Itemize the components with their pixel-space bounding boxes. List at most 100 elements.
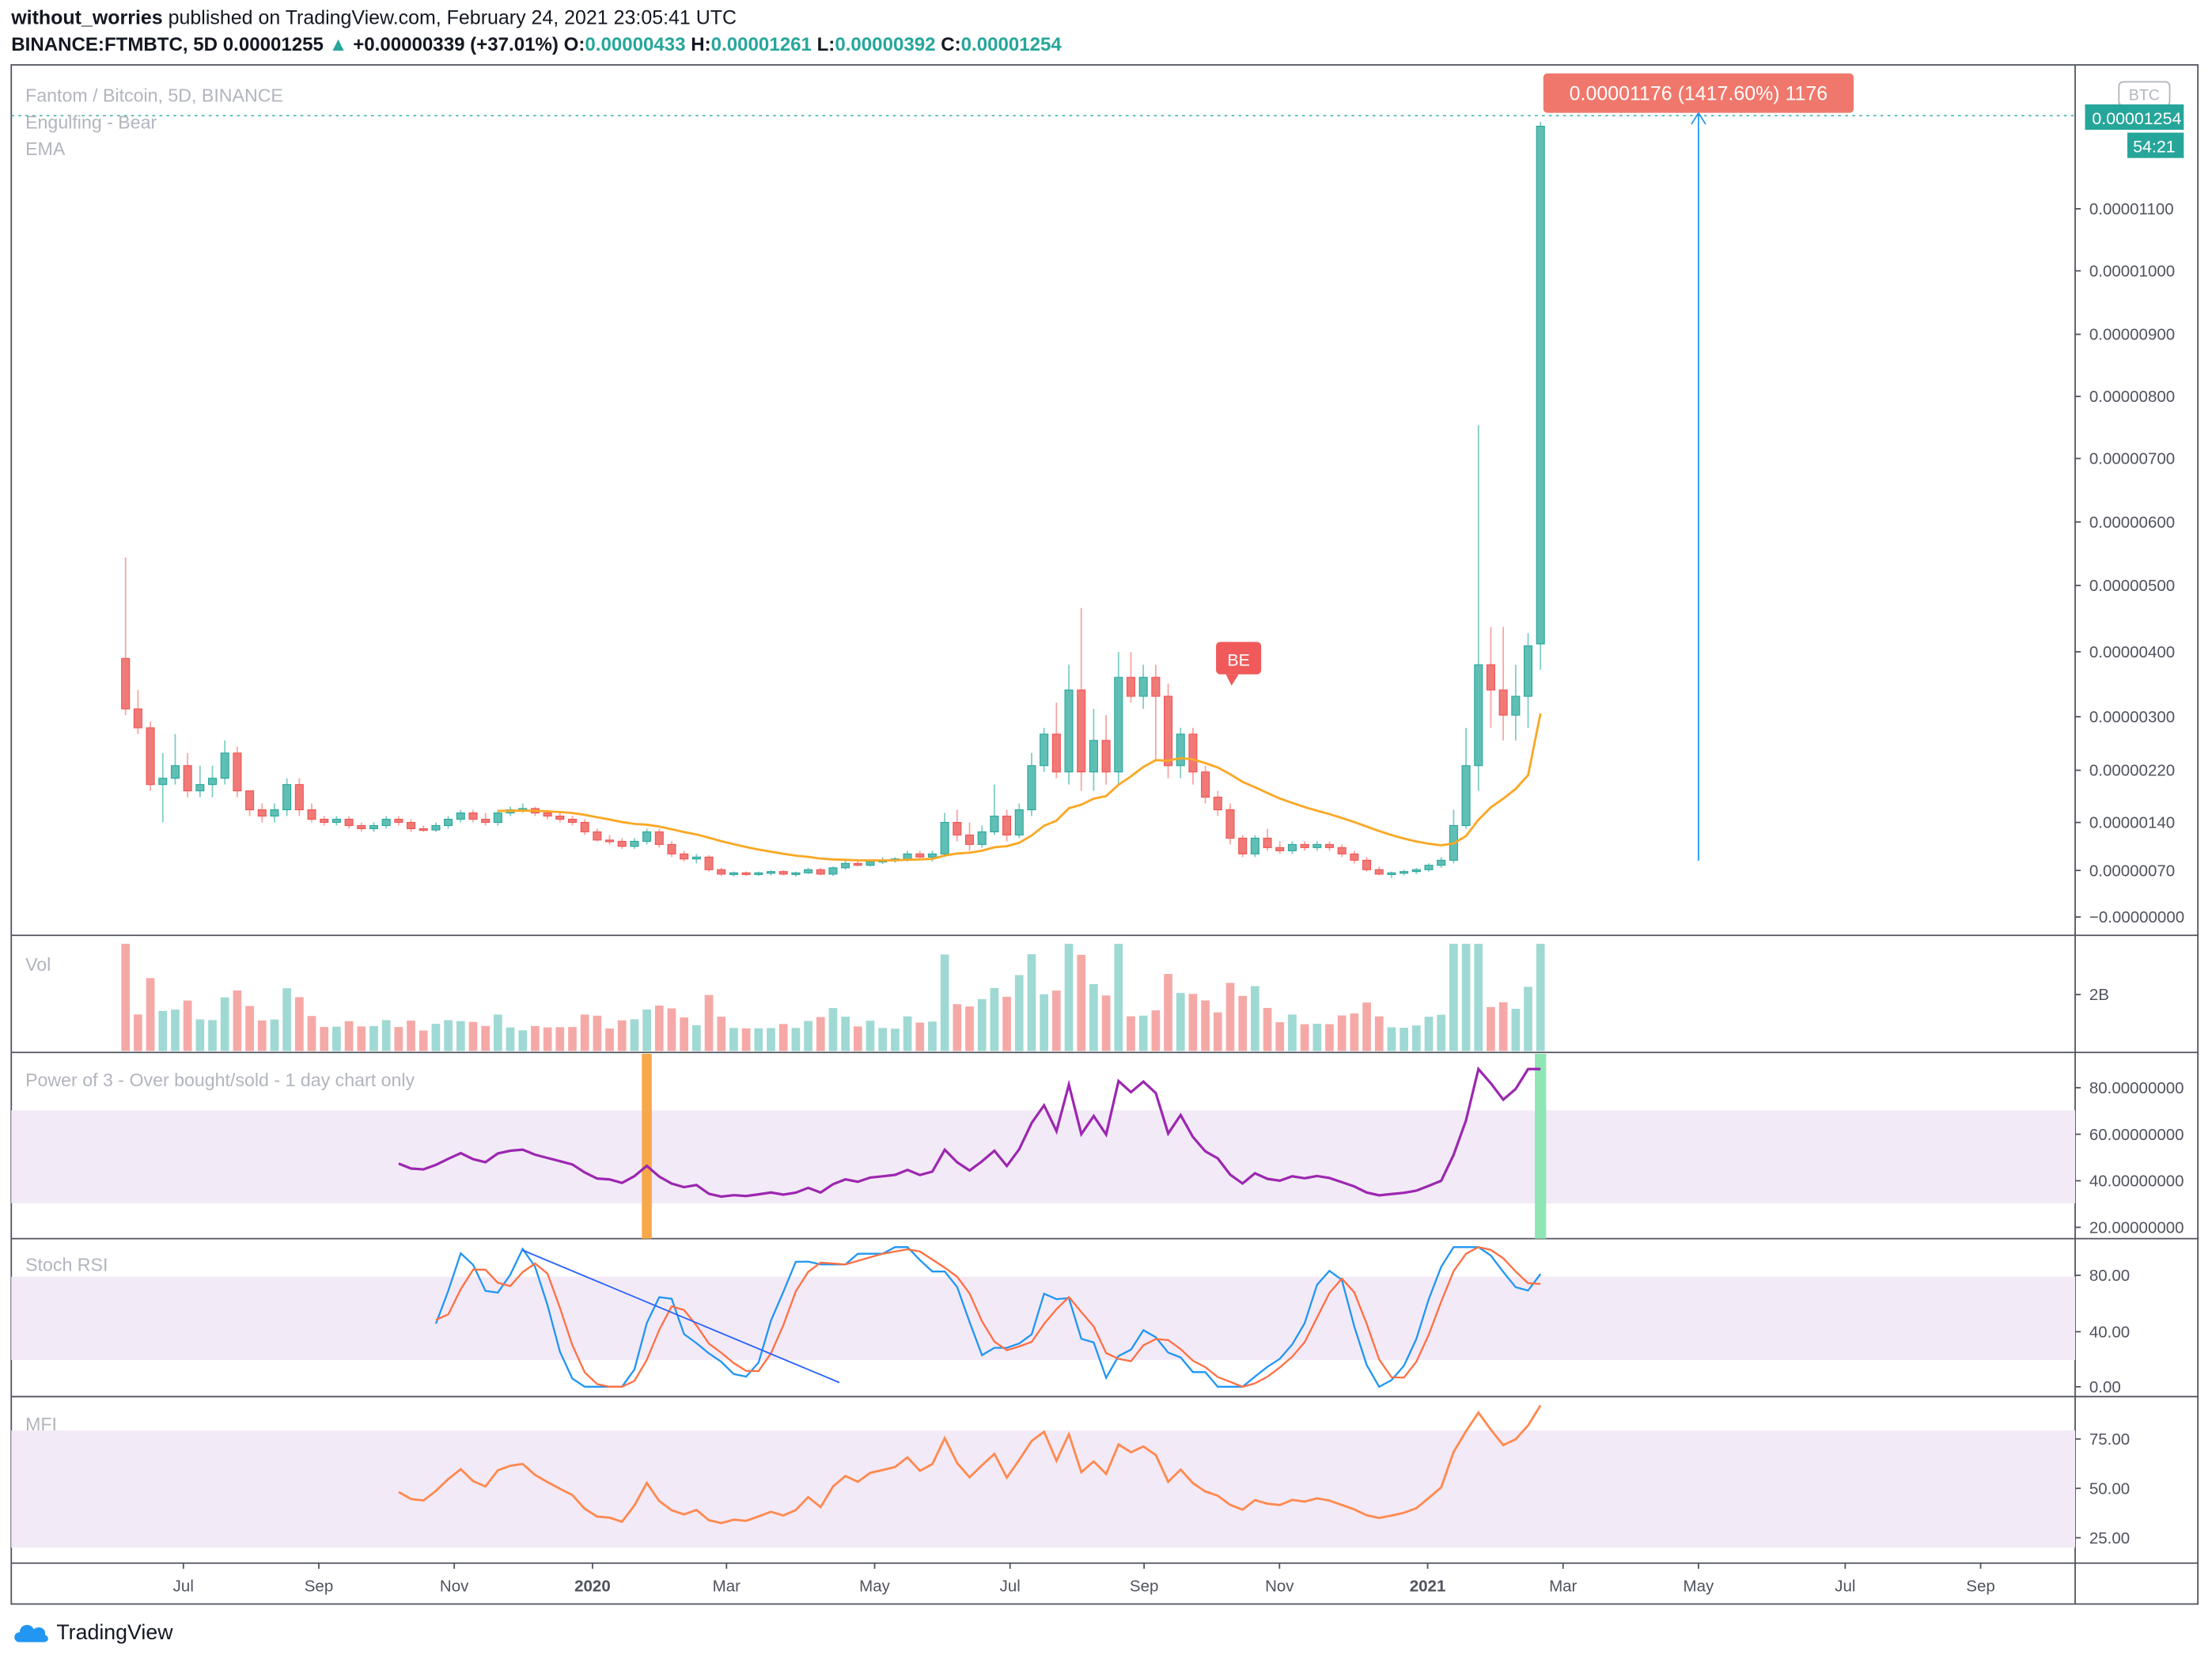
- volume-bar: [1040, 994, 1049, 1051]
- candle-body: [1201, 771, 1210, 798]
- tradingview-cloud-icon: [14, 1624, 48, 1642]
- candle-body: [580, 821, 589, 832]
- price-tick-label: 0.00001000: [2089, 262, 2175, 280]
- volume-bar: [1424, 1017, 1434, 1051]
- candle-body: [1324, 843, 1335, 848]
- time-axis: Jul Sep Nov 2020 Mar May Jul Sep Nov 2021 Mar May Ju…: [173, 1563, 1995, 1595]
- volume-bar: [381, 1020, 391, 1051]
- volume-bar: [1536, 943, 1545, 1051]
- volume-bar: [543, 1027, 552, 1051]
- candle-body: [1337, 847, 1347, 854]
- volume-bar: [1524, 987, 1532, 1051]
- candle-body: [915, 853, 925, 858]
- volume-bar: [1188, 994, 1198, 1051]
- price-tick-label: 0.00000220: [2089, 762, 2175, 780]
- candle-body: [990, 815, 999, 832]
- candle-body: [1077, 689, 1086, 773]
- candle-body: [331, 818, 341, 824]
- price-tick-label: 0.00000070: [2089, 862, 2175, 880]
- volume-bar: [1461, 943, 1471, 1051]
- volume-bar: [1151, 1010, 1161, 1051]
- candle-body: [778, 871, 788, 875]
- volume-bar: [233, 990, 242, 1051]
- volume-bar: [1374, 1016, 1384, 1051]
- volume-bar: [605, 1028, 614, 1051]
- time-label: 2021: [1410, 1577, 1446, 1595]
- be-label-box[interactable]: [1216, 642, 1262, 675]
- overlay-marks: [1691, 111, 1706, 861]
- volume-bar: [1511, 1009, 1521, 1051]
- candle-body: [1362, 859, 1372, 870]
- mfi-band: [11, 1430, 2076, 1548]
- candle-body: [927, 853, 937, 858]
- time-label: May: [1684, 1577, 1714, 1595]
- candle-body: [1275, 847, 1285, 851]
- volume-bar: [1077, 954, 1086, 1051]
- mfi-tick-label: 25.00: [2089, 1529, 2130, 1547]
- candle-body: [543, 813, 552, 817]
- candle-body: [741, 872, 751, 875]
- candle-body: [828, 867, 838, 875]
- candle-body: [1051, 733, 1061, 773]
- candle-body: [1424, 865, 1434, 870]
- volume-bar: [555, 1027, 565, 1051]
- stoch-tick-label: 40.00: [2089, 1323, 2130, 1341]
- volume-bar: [1362, 1002, 1371, 1051]
- candle-body: [1138, 676, 1148, 697]
- candle-body: [419, 828, 428, 832]
- candle-body: [1213, 797, 1222, 811]
- volume-bar: [1312, 1023, 1322, 1051]
- measure-label: 0.00001176 (1417.60%) 1176: [1570, 83, 1828, 105]
- up-triangle-icon: ▲: [328, 33, 348, 55]
- volume-bar: [270, 1019, 279, 1051]
- candle-body: [704, 856, 714, 870]
- candle-body: [567, 818, 578, 824]
- tradingview-logo[interactable]: TradingView: [11, 1619, 173, 1645]
- author-name[interactable]: without_worries: [11, 6, 163, 28]
- candle-body: [1164, 695, 1173, 767]
- currency-badge-label: BTC: [2129, 87, 2160, 104]
- volume-bar: [1089, 983, 1098, 1051]
- candle-body: [1474, 664, 1483, 767]
- ohlc-line: BINANCE:FTMBTC, 5D 0.00001255 ▲ +0.00000…: [11, 34, 1062, 55]
- volume-bar: [444, 1020, 453, 1051]
- candle-body: [816, 869, 825, 875]
- volume-bar: [667, 1008, 676, 1051]
- legend-title: Fantom / Bitcoin, 5D, BINANCE: [25, 85, 283, 105]
- stoch-tick-label: 80.00: [2089, 1267, 2130, 1285]
- volume-bar: [804, 1021, 812, 1051]
- volume-bar: [891, 1028, 900, 1051]
- time-label: Mar: [713, 1577, 740, 1595]
- volume-bar: [506, 1027, 515, 1051]
- volume-bar: [1101, 995, 1111, 1051]
- mfi-line: [398, 1404, 1542, 1525]
- price-tick-label: 0.00000600: [2089, 513, 2175, 532]
- candle-body: [1014, 809, 1024, 835]
- candle-body: [1536, 125, 1545, 645]
- candle-body: [940, 821, 949, 854]
- mfi-axis: 75.00 50.00 25.00: [2075, 1430, 2130, 1547]
- volume-bar: [1275, 1022, 1285, 1051]
- volume-bar: [1387, 1027, 1396, 1051]
- volume-bar: [903, 1016, 912, 1051]
- candle-body: [1263, 837, 1272, 848]
- volume-bar: [1449, 943, 1458, 1051]
- ema-line: [498, 713, 1542, 862]
- candle-body: [468, 813, 478, 820]
- volume-bar: [717, 1017, 726, 1051]
- mfi-pane-title: MFI: [25, 1414, 57, 1434]
- candle-body: [270, 809, 279, 817]
- candle-body: [481, 818, 491, 824]
- stoch-trendline: [521, 1249, 840, 1384]
- candle-body: [630, 840, 639, 847]
- candle-body: [717, 869, 726, 875]
- candle-body: [555, 815, 565, 820]
- time-label: May: [859, 1577, 890, 1595]
- volume-bar: [1002, 996, 1011, 1051]
- pane-frames: [10, 64, 2199, 1605]
- time-label: Sep: [1130, 1577, 1158, 1595]
- volume-bar: [1437, 1014, 1446, 1051]
- volume-bar: [468, 1021, 478, 1051]
- candle-body: [121, 657, 131, 710]
